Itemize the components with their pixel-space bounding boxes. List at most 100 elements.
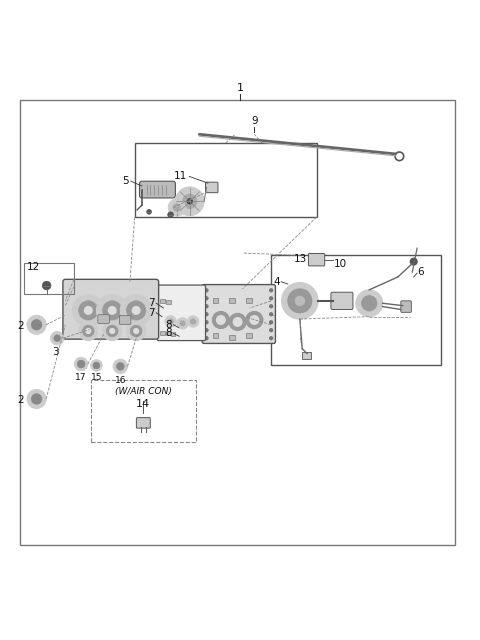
Text: 13: 13 — [294, 253, 307, 264]
Circle shape — [205, 297, 208, 300]
Circle shape — [103, 301, 122, 320]
Circle shape — [270, 329, 273, 332]
Circle shape — [108, 307, 116, 314]
Circle shape — [110, 328, 115, 333]
Circle shape — [168, 319, 173, 324]
Circle shape — [216, 316, 225, 324]
Circle shape — [91, 360, 102, 371]
FancyBboxPatch shape — [246, 298, 252, 303]
Circle shape — [356, 290, 383, 317]
Text: 12: 12 — [26, 262, 40, 272]
Circle shape — [117, 363, 124, 371]
FancyBboxPatch shape — [302, 352, 312, 359]
Circle shape — [212, 312, 229, 328]
Circle shape — [127, 321, 146, 340]
FancyBboxPatch shape — [213, 333, 218, 338]
Circle shape — [84, 307, 92, 314]
FancyBboxPatch shape — [160, 299, 165, 303]
Circle shape — [79, 321, 98, 340]
Circle shape — [93, 362, 100, 369]
Circle shape — [270, 321, 273, 324]
Circle shape — [205, 329, 208, 332]
FancyBboxPatch shape — [157, 285, 205, 340]
FancyBboxPatch shape — [246, 333, 252, 338]
Circle shape — [270, 305, 273, 308]
Circle shape — [246, 312, 263, 328]
Text: 16: 16 — [115, 376, 126, 385]
Circle shape — [229, 314, 246, 330]
Circle shape — [27, 316, 46, 334]
Circle shape — [120, 294, 152, 326]
Text: 7: 7 — [148, 298, 155, 308]
FancyBboxPatch shape — [401, 301, 411, 312]
FancyBboxPatch shape — [229, 298, 235, 303]
Circle shape — [205, 337, 208, 340]
Circle shape — [83, 325, 94, 337]
Circle shape — [270, 297, 273, 300]
Circle shape — [72, 294, 104, 326]
Circle shape — [27, 389, 46, 408]
Text: 8: 8 — [166, 320, 172, 330]
Circle shape — [270, 337, 273, 340]
Text: 14: 14 — [136, 399, 150, 409]
FancyBboxPatch shape — [136, 418, 150, 428]
Text: 5: 5 — [122, 176, 129, 186]
FancyBboxPatch shape — [309, 253, 324, 266]
Text: 2: 2 — [17, 395, 24, 405]
Text: 17: 17 — [75, 372, 87, 381]
Text: 9: 9 — [251, 116, 258, 126]
FancyBboxPatch shape — [205, 182, 218, 193]
Text: 2: 2 — [17, 321, 24, 331]
Text: 15: 15 — [91, 372, 102, 381]
Circle shape — [79, 301, 98, 320]
Circle shape — [74, 357, 88, 371]
FancyBboxPatch shape — [98, 315, 109, 323]
Circle shape — [177, 317, 188, 329]
Bar — [91, 380, 196, 442]
Circle shape — [295, 296, 305, 306]
Circle shape — [103, 321, 122, 340]
Circle shape — [147, 209, 152, 214]
Circle shape — [205, 313, 208, 316]
Circle shape — [410, 259, 417, 265]
Circle shape — [205, 289, 208, 292]
Circle shape — [270, 289, 273, 292]
Circle shape — [131, 325, 142, 337]
Text: 6: 6 — [417, 267, 424, 277]
Text: 8: 8 — [166, 328, 172, 339]
FancyBboxPatch shape — [120, 316, 131, 324]
FancyBboxPatch shape — [331, 292, 353, 310]
FancyBboxPatch shape — [140, 181, 175, 198]
Circle shape — [132, 307, 140, 314]
Circle shape — [205, 305, 208, 308]
Text: 1: 1 — [237, 83, 243, 93]
FancyBboxPatch shape — [213, 298, 218, 303]
Circle shape — [96, 294, 128, 326]
Circle shape — [113, 359, 128, 374]
Circle shape — [77, 360, 85, 368]
Circle shape — [134, 328, 139, 333]
Circle shape — [42, 281, 51, 290]
Circle shape — [182, 194, 197, 209]
Circle shape — [50, 332, 64, 345]
Bar — [271, 255, 441, 365]
Text: 11: 11 — [174, 172, 187, 181]
FancyBboxPatch shape — [229, 335, 235, 340]
Text: 10: 10 — [333, 259, 347, 269]
FancyBboxPatch shape — [63, 279, 158, 339]
Circle shape — [165, 316, 176, 327]
Circle shape — [86, 328, 91, 333]
Circle shape — [107, 325, 118, 337]
Text: 7: 7 — [148, 308, 155, 318]
FancyBboxPatch shape — [166, 300, 170, 304]
Circle shape — [187, 316, 199, 327]
FancyBboxPatch shape — [160, 332, 165, 335]
Circle shape — [175, 187, 204, 216]
Circle shape — [127, 301, 146, 320]
FancyBboxPatch shape — [202, 285, 276, 344]
Bar — [135, 143, 317, 217]
Text: (W/AIR CON): (W/AIR CON) — [115, 387, 172, 396]
Bar — [24, 262, 74, 294]
Circle shape — [187, 199, 192, 204]
Text: 4: 4 — [273, 276, 280, 287]
